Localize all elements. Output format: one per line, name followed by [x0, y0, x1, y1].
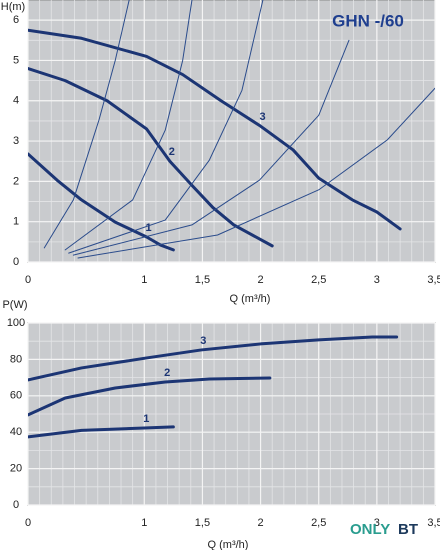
pump-curve	[28, 28, 402, 231]
y-tick-label: 4	[13, 95, 19, 107]
x-tick-label: 2,5	[311, 517, 326, 529]
watermark: ONLY	[350, 521, 390, 538]
x-tick-label: 2,5	[311, 274, 326, 286]
x-tick-label: 3,5	[427, 517, 440, 529]
system-curve	[72, 39, 350, 256]
curve-label: 3	[200, 335, 206, 347]
y-axis-label: P(W)	[2, 299, 27, 311]
watermark: BT	[398, 521, 418, 538]
curve-label: 3	[260, 111, 266, 123]
y-axis-label: H(m)	[1, 1, 25, 13]
y-tick-label: 3	[13, 135, 19, 147]
x-axis-label: Q (m³/h)	[230, 293, 271, 305]
x-tick-label: 0	[25, 517, 31, 529]
x-axis-label: Q (m³/h)	[208, 539, 249, 550]
curve-label: 2	[169, 146, 175, 158]
system-curve	[68, 0, 264, 254]
curve-label: 1	[143, 413, 149, 425]
pump-curve	[28, 67, 274, 248]
x-tick-label: 3,5	[427, 274, 440, 286]
chart-title: GHN -/60	[332, 11, 404, 30]
y-tick-label: 100	[7, 317, 25, 329]
pump-curve	[28, 376, 272, 417]
x-tick-label: 1	[141, 274, 147, 286]
y-tick-label: 5	[13, 54, 19, 66]
pump-curve	[28, 335, 399, 382]
y-tick-label: 0	[13, 256, 19, 268]
y-tick-label: 6	[13, 14, 19, 26]
y-tick-label: 80	[10, 353, 22, 365]
system-curve	[43, 0, 130, 249]
curve-label: 1	[146, 222, 152, 234]
y-tick-label: 20	[10, 463, 22, 475]
chart: 0 1 1,5 2 2,5 3 3,5 0 20 40 60 80 100 P(W) Q (m³/h) 1 2 3	[2, 299, 440, 550]
y-tick-label: 60	[10, 390, 22, 402]
y-tick-label: 1	[13, 216, 19, 228]
x-tick-label: 3	[374, 274, 380, 286]
pump-curve	[28, 152, 175, 252]
y-tick-label: 2	[13, 175, 19, 187]
x-tick-label: 1,5	[195, 274, 210, 286]
system-curve	[64, 0, 193, 251]
x-tick-label: 1,5	[195, 517, 210, 529]
system-curve	[77, 87, 435, 259]
x-tick-label: 2	[258, 517, 264, 529]
y-tick-label: 40	[10, 426, 22, 438]
x-tick-label: 3	[374, 517, 380, 529]
y-tick-label: 0	[13, 499, 19, 511]
pump-curve	[28, 425, 175, 439]
curve-label: 2	[164, 367, 170, 379]
x-tick-label: 0	[25, 274, 31, 286]
chart: 0 1 1,5 2 2,5 3 3,5 0 1 2 3 4 5 6H(m) Q (m³/h) GHN -/60…	[1, 0, 440, 305]
x-tick-label: 2	[258, 274, 264, 286]
x-tick-label: 1	[141, 517, 147, 529]
